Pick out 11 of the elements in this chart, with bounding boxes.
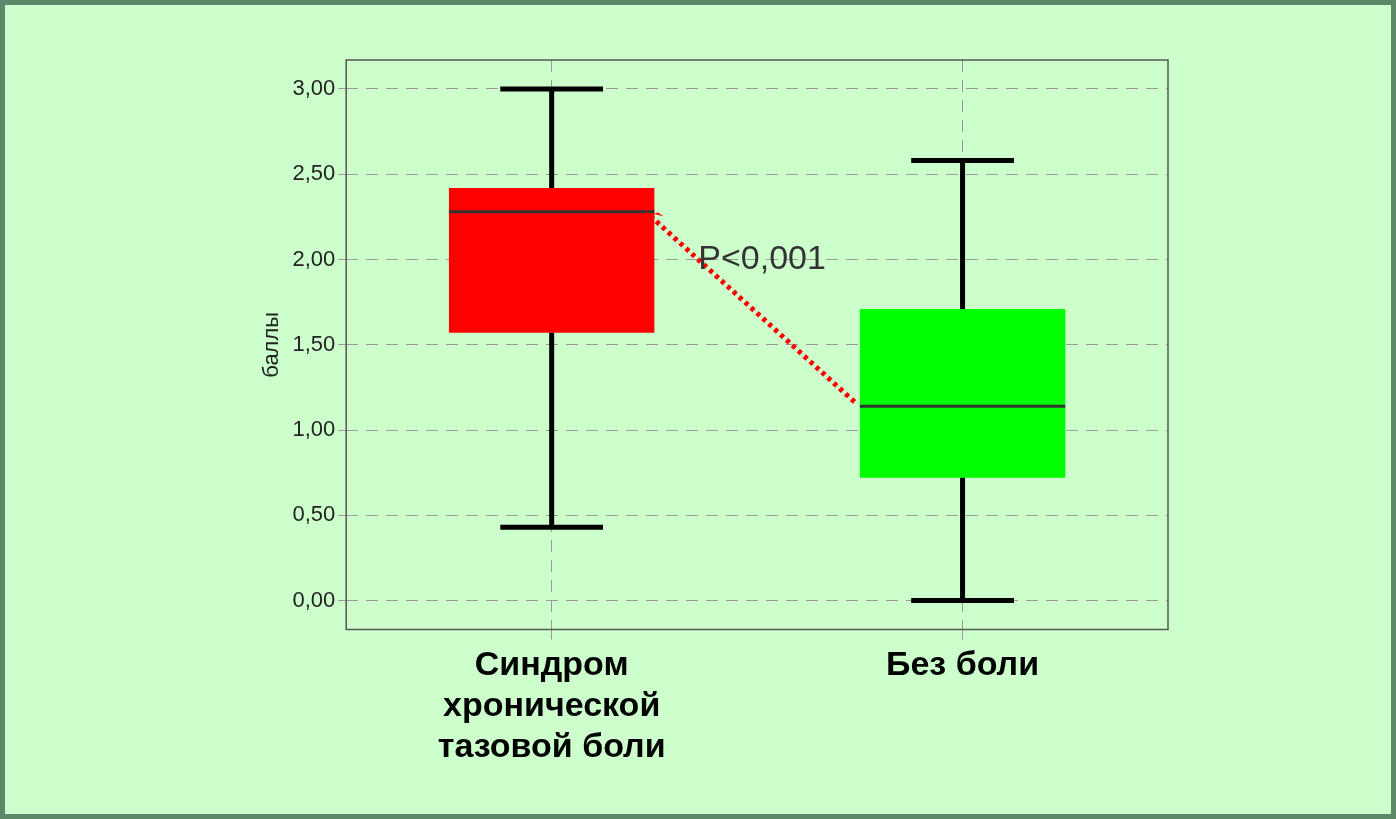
y-tick-label: 2,50 [292, 160, 336, 186]
y-tick-label: 1,00 [292, 416, 336, 442]
y-axis-title: баллы [258, 311, 284, 378]
y-tick-label: 0,50 [292, 501, 336, 527]
annotation: P<0,001 [698, 237, 826, 277]
x-tick-label: Синдром хронической тазовой боли [437, 644, 666, 764]
x-tick-label: Без боли [885, 644, 1040, 683]
y-tick-label: 1,50 [292, 330, 336, 356]
y-tick-label: 3,00 [292, 75, 336, 101]
y-tick-label: 0,00 [292, 586, 336, 612]
y-tick-label: 2,00 [292, 245, 336, 271]
